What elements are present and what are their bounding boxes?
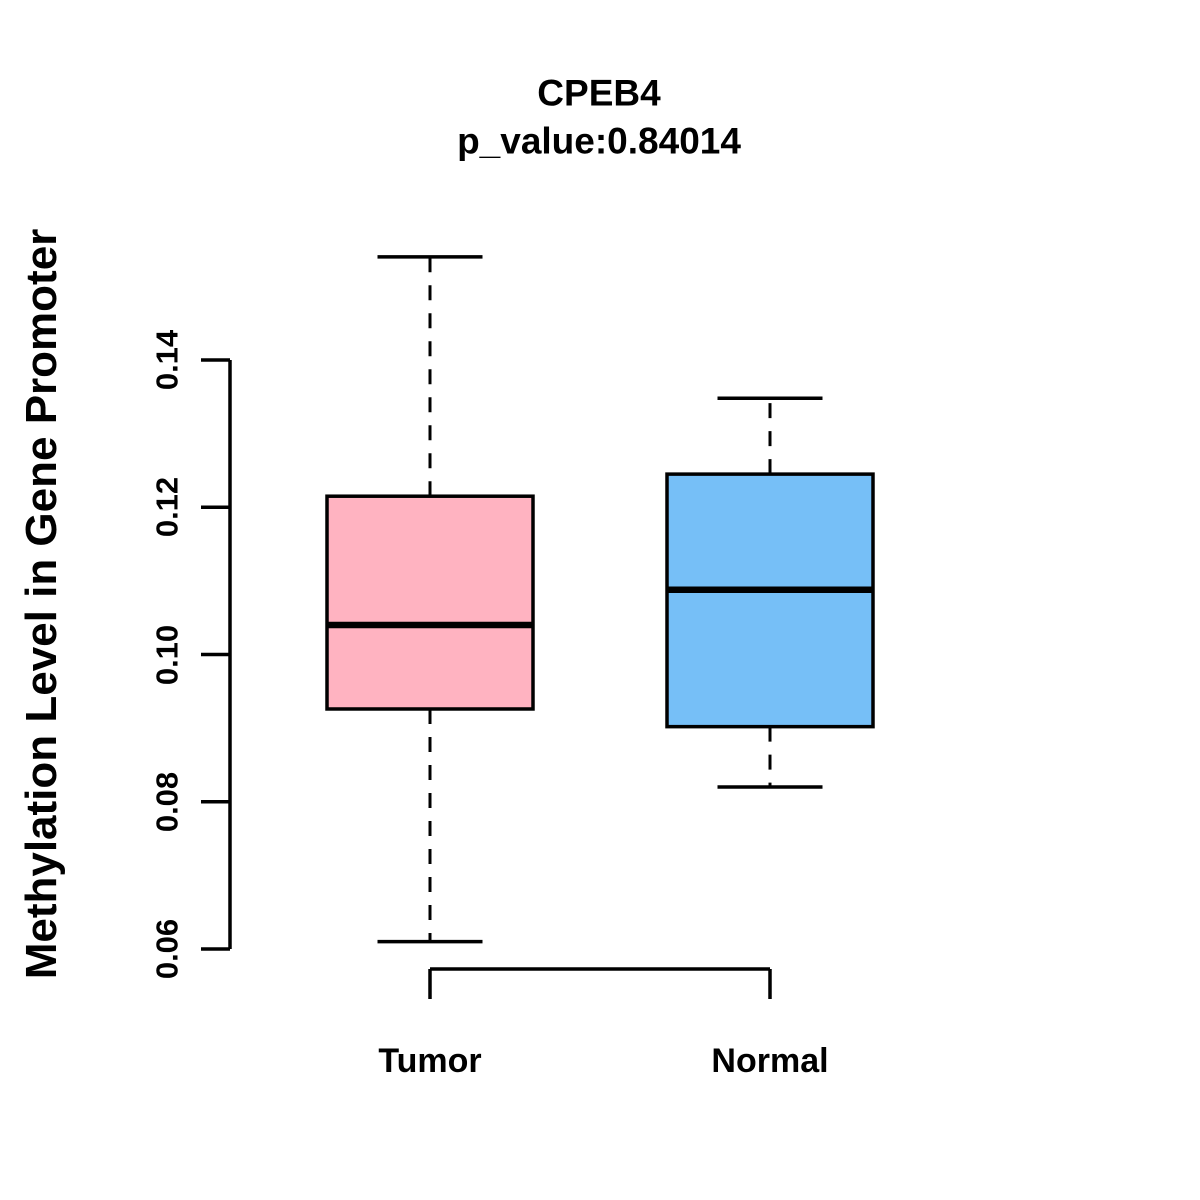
- chart-subtitle: p_value:0.84014: [457, 120, 741, 162]
- tumor-box: [325, 494, 535, 711]
- y-tick-label-0-14: 0.14: [149, 329, 185, 391]
- x-category-label-tumor: Tumor: [378, 1042, 482, 1080]
- y-tick-label-0-12: 0.12: [149, 477, 185, 538]
- y-tick-label-0-08: 0.08: [149, 771, 185, 832]
- y-tick-label-0-06: 0.06: [149, 918, 185, 980]
- y-tick-label-0-10: 0.10: [149, 624, 185, 685]
- normal-box: [665, 472, 875, 729]
- x-category-label-normal: Normal: [711, 1042, 829, 1080]
- y-axis-label: Methylation Level in Gene Promoter: [17, 228, 66, 980]
- chart-title: CPEB4: [537, 72, 661, 114]
